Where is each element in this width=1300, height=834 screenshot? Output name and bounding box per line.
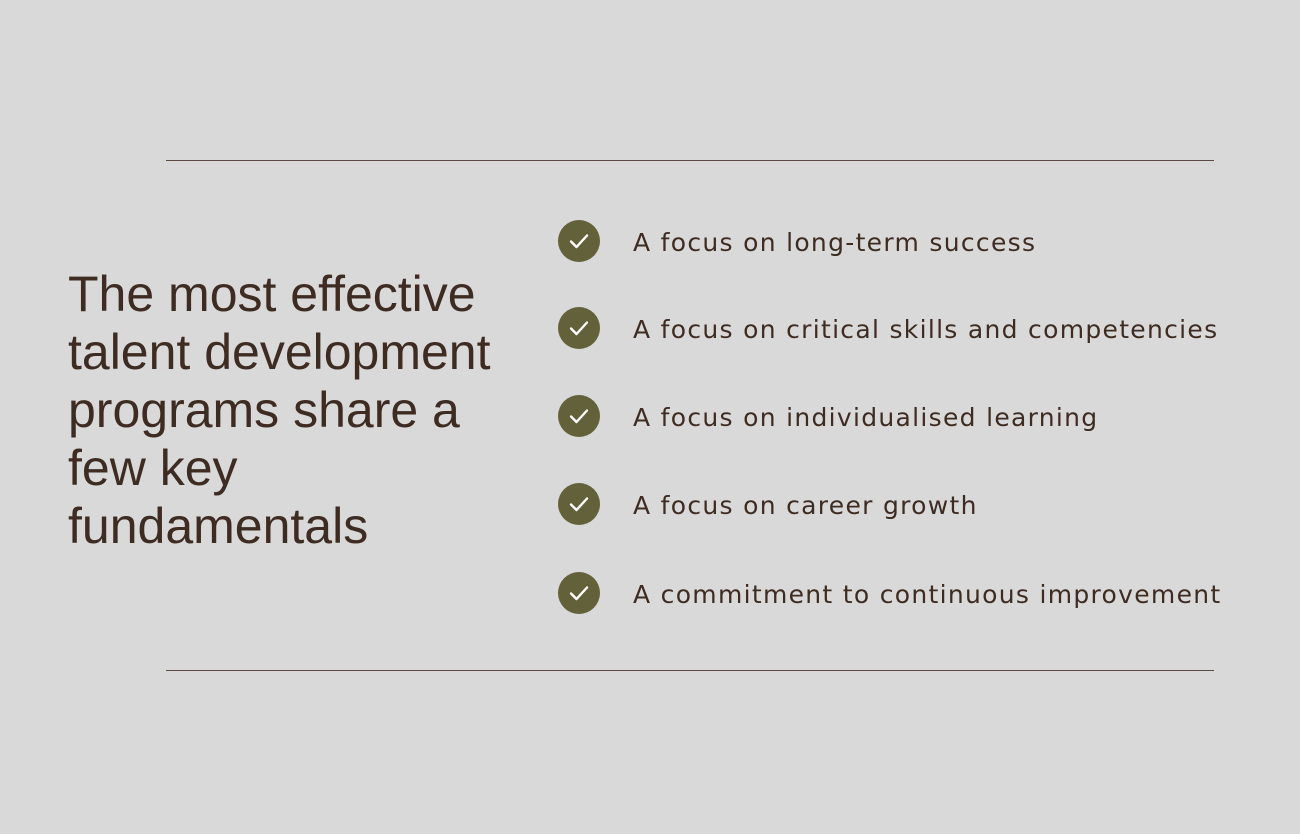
- top-divider: [166, 160, 1214, 161]
- list-item: A focus on critical skills and competenc…: [558, 307, 1218, 349]
- list-item-label: A focus on career growth: [633, 490, 978, 520]
- list-item-label: A focus on individualised learning: [633, 402, 1099, 432]
- check-circle-icon: [558, 395, 600, 437]
- list-item-label: A focus on long-term success: [633, 227, 1037, 257]
- check-circle-icon: [558, 572, 600, 614]
- list-item: A focus on individualised learning: [558, 395, 1098, 437]
- list-item: A focus on long-term success: [558, 220, 1036, 262]
- headline: The most effective talent development pr…: [68, 266, 491, 554]
- check-circle-icon: [558, 307, 600, 349]
- list-item: A focus on career growth: [558, 483, 978, 525]
- bottom-divider: [166, 670, 1214, 671]
- list-item-label: A commitment to continuous improvement: [633, 579, 1222, 609]
- list-item: A commitment to continuous improvement: [558, 572, 1222, 614]
- list-item-label: A focus on critical skills and competenc…: [633, 314, 1219, 344]
- check-circle-icon: [558, 220, 600, 262]
- check-circle-icon: [558, 483, 600, 525]
